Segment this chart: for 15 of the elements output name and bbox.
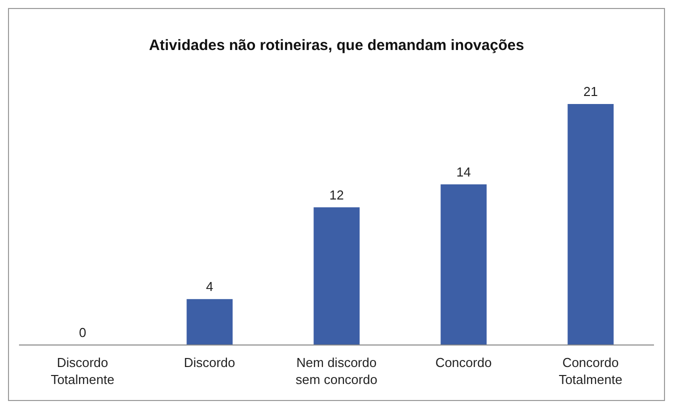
data-label: 14 [456, 164, 471, 180]
bar [440, 184, 487, 345]
x-tick-label: Nem discordo sem concordo [296, 355, 378, 387]
bar [568, 104, 614, 345]
x-tick-label: Discordo Totalmente [50, 355, 114, 387]
x-tick-label: Concordo [435, 355, 492, 370]
bar [314, 207, 360, 345]
data-label: 0 [79, 325, 86, 340]
chart-title: Atividades não rotineiras, que demandam inovações [148, 37, 526, 54]
data-label: 4 [206, 279, 214, 294]
x-tick-label: Discordo [184, 355, 236, 370]
bar [186, 299, 233, 345]
data-label: 21 [583, 84, 598, 99]
data-label: 12 [329, 187, 344, 202]
x-tick-label: Concordo Totalmente [558, 355, 622, 387]
